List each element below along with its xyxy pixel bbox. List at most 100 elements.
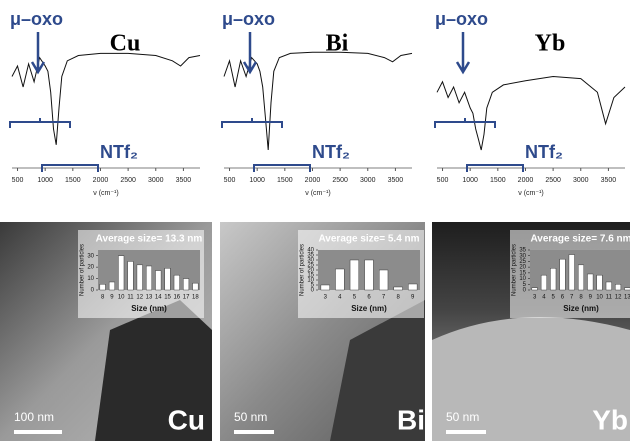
x-tick-label: 2000: [305, 177, 321, 184]
x-tick-label: 5: [552, 295, 556, 301]
tem-region: [95, 300, 212, 441]
x-tick-label: 1000: [462, 177, 478, 184]
x-tick-label: 13: [624, 295, 630, 301]
x-tick-label: 3500: [176, 177, 192, 184]
scale-bar-label: 50 nm: [446, 410, 479, 424]
inset-title: Average size= 5.4 nm: [318, 234, 419, 245]
x-tick-label: 9: [589, 295, 593, 301]
spectrum: [436, 75, 626, 151]
bar: [393, 286, 403, 291]
bar: [320, 284, 330, 291]
bracket: [434, 118, 496, 128]
x-tick-label: 4: [542, 295, 546, 301]
arrow: [242, 32, 258, 75]
x-tick-label: 8: [579, 295, 583, 301]
x-tick-label: 10: [118, 295, 125, 301]
y-tick-label: 15: [307, 273, 314, 279]
x-tick-label: 11: [606, 295, 613, 301]
x-tick-label: 9: [110, 295, 114, 301]
x-tick-label: 3000: [360, 177, 376, 184]
x-tick-label: 1000: [249, 177, 265, 184]
bar: [136, 264, 143, 291]
y-tick-label: 5: [311, 283, 315, 289]
bar: [127, 261, 134, 291]
bar: [605, 281, 612, 291]
bar: [349, 259, 359, 291]
metal-label: Bi: [397, 404, 425, 435]
annotation: NTf₂: [100, 142, 138, 162]
y-tick-label: 10: [87, 276, 94, 282]
x-tick-label: 3: [324, 295, 328, 301]
bar: [587, 273, 594, 291]
x-tick-label: 6: [367, 295, 371, 301]
x-tick-label: 4: [338, 295, 342, 301]
x-tick-label: 7: [570, 295, 574, 301]
y-tick-label: 0: [91, 288, 95, 294]
x-tick-label: 1500: [277, 177, 293, 184]
bar: [364, 259, 374, 291]
scale-bar-label: 100 nm: [14, 410, 54, 424]
x-tick-label: 3500: [601, 177, 617, 184]
x-axis-label: Size (nm): [563, 304, 599, 313]
bar: [568, 254, 575, 291]
y-tick-label: 25: [519, 259, 526, 265]
x-tick-label: 10: [596, 295, 603, 301]
x-axis-label: ν (cm⁻¹): [305, 190, 330, 197]
bar: [596, 274, 603, 291]
y-tick-label: 20: [519, 265, 526, 271]
metal-label: Yb: [535, 31, 566, 57]
y-tick-label: 30: [307, 258, 314, 264]
metal-label: Cu: [110, 31, 141, 57]
y-tick-label: 40: [307, 248, 314, 254]
y-tick-label: 30: [87, 253, 94, 259]
metal-label: Yb: [592, 404, 628, 435]
metal-label: Bi: [326, 31, 349, 57]
arrow: [455, 32, 471, 75]
bar: [118, 255, 125, 291]
annotation: μ–oxo: [435, 9, 488, 29]
y-tick-label: 25: [307, 263, 314, 269]
x-axis-label: ν (cm⁻¹): [518, 190, 543, 197]
x-tick-label: 7: [382, 295, 386, 301]
x-tick-label: 3000: [148, 177, 164, 184]
x-tick-label: 3000: [573, 177, 589, 184]
tem-region: [432, 317, 630, 441]
x-tick-label: 15: [164, 295, 171, 301]
arrow: [30, 32, 46, 75]
x-tick-label: 1500: [490, 177, 506, 184]
x-tick-label: 12: [136, 295, 143, 301]
scale-bar-label: 50 nm: [234, 410, 267, 424]
spectrum: [223, 51, 413, 151]
bracket: [466, 164, 524, 172]
x-tick-label: 8: [396, 295, 400, 301]
y-axis-label: Number of particles: [300, 244, 306, 296]
bar: [578, 264, 584, 291]
x-tick-label: 500: [12, 177, 24, 184]
bar: [335, 268, 345, 291]
bar: [615, 284, 622, 291]
annotation: μ–oxo: [222, 9, 275, 29]
x-tick-label: 17: [183, 295, 190, 301]
y-tick-label: 35: [519, 248, 526, 254]
bar: [99, 284, 106, 291]
y-tick-label: 0: [523, 288, 527, 294]
x-tick-label: 2500: [545, 177, 561, 184]
x-tick-label: 1500: [65, 177, 81, 184]
bar: [173, 274, 180, 291]
bar: [559, 258, 566, 291]
y-tick-label: 0: [311, 288, 315, 294]
y-tick-label: 30: [519, 253, 526, 259]
x-tick-label: 14: [155, 295, 162, 301]
y-tick-label: 5: [523, 282, 527, 288]
x-tick-label: 1000: [37, 177, 53, 184]
bracket: [9, 118, 71, 128]
y-tick-label: 20: [87, 265, 94, 271]
x-tick-label: 18: [192, 295, 199, 301]
x-tick-label: 8: [101, 295, 105, 301]
y-tick-label: 20: [307, 268, 314, 274]
x-tick-label: 6: [561, 295, 565, 301]
bar: [192, 282, 199, 291]
metal-label: Cu: [168, 404, 205, 435]
